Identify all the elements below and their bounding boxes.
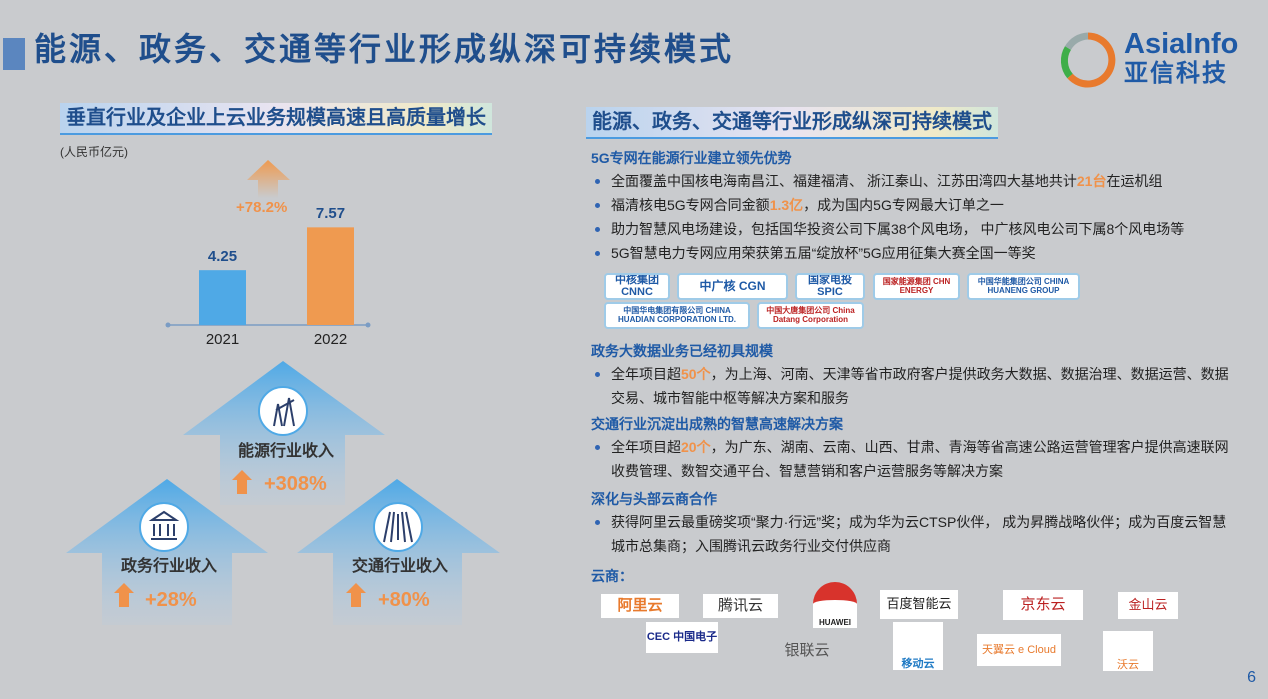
government-up-arrow-icon: [114, 583, 134, 607]
section-heading: 5G专网在能源行业建立领先优势: [591, 150, 792, 166]
logo-baidu-cloud: 百度智能云: [880, 590, 958, 619]
highlight-number: 1.3亿: [769, 197, 804, 213]
power-tower-icon: [258, 386, 308, 436]
logo-tencent-cloud: 腾讯云: [703, 594, 778, 618]
logo-aliyun: 阿里云: [601, 594, 679, 618]
transport-up-arrow-icon: [346, 583, 366, 607]
highlight-number: 21台: [1076, 173, 1107, 189]
bullet-item: 获得阿里云最重磅奖项“聚力·行远”奖；成为华为云CTSP伙伴， 成为昇腾战略伙伴…: [591, 510, 1231, 558]
bullet-text: ，为广东、湖南、云南、山西、甘肃、青海等省高速公路运营管理客户提供高速联网收费管…: [611, 439, 1229, 479]
bullet-text: 全面覆盖中国核电海南昌江、福建福清、 浙江秦山、江苏田湾四大基地共计: [611, 173, 1077, 189]
x-tick-label: 2021: [205, 331, 240, 348]
section-heading: 深化与头部云商合作: [591, 491, 717, 507]
logo-cnnc: 中核集团 CNNC: [604, 273, 670, 300]
government-building-icon: [139, 502, 189, 552]
logo-unionpay-cloud: 银联云: [784, 641, 830, 659]
asiainfo-logo: [1060, 32, 1116, 88]
bullet-item: 全年项目超50个，为上海、河南、天津等省市政府客户提供政务大数据、数据治理、数据…: [591, 362, 1231, 410]
axis-end-dot: [365, 322, 371, 328]
bullet-item: 福清核电5G专网合同金额1.3亿，成为国内5G专网最大订单之一: [591, 193, 1231, 217]
logo-wo-cloud: 沃云: [1103, 631, 1153, 671]
bar-value-label: 7.57: [315, 205, 346, 223]
bullet-text: ，成为国内5G专网最大订单之一: [803, 197, 1004, 213]
bar-chart: [66, 160, 500, 625]
government-revenue-pct: +28%: [145, 589, 197, 611]
bullet-text: 助力智慧风电场建设，包括国华投资公司下属38个风电场， 中广核风电公司下属8个风…: [611, 221, 1185, 237]
section-heading: 交通行业沉淀出成熟的智慧高速解决方案: [591, 416, 843, 432]
energy-revenue-pct: +308%: [264, 473, 327, 495]
title-accent-bar: [3, 38, 25, 70]
highlight-number: 20个: [681, 439, 711, 455]
logo-cec: CEC 中国电子: [646, 622, 718, 653]
growth-label: +78.2%: [236, 199, 288, 216]
logo-jd-cloud: 京东云: [1003, 590, 1083, 620]
logo-huadian: 中国华电集团有限公司 CHINA HUADIAN CORPORATION LTD…: [604, 302, 750, 329]
x-tick-label: 2022: [313, 331, 348, 348]
highway-road-icon: [373, 502, 423, 552]
logo-huaneng: 中国华能集团公司 CHINA HUANENG GROUP: [967, 273, 1080, 300]
section-heading: 政务大数据业务已经初具规模: [591, 343, 773, 359]
bullet-item: 全年项目超20个，为广东、湖南、云南、山西、甘肃、青海等省高速公路运营管理客户提…: [591, 435, 1231, 483]
logo-spic: 国家电投 SPIC: [795, 273, 865, 300]
bullet-item: 全面覆盖中国核电海南昌江、福建福清、 浙江秦山、江苏田湾四大基地共计21台在运机…: [591, 169, 1231, 193]
unit-label: (人民币亿元): [60, 145, 128, 159]
bullet-text: 全年项目超: [611, 439, 681, 455]
page-number: 6: [1247, 668, 1256, 686]
bullet-text: 5G智慧电力专网应用荣获第五届“绽放杯”5G应用征集大赛全国一等奖: [611, 245, 1036, 261]
bar-2021: [199, 270, 246, 325]
energy-revenue-label: 能源行业收入: [238, 443, 335, 460]
transport-revenue-pct: +80%: [378, 589, 430, 611]
highlight-number: 50个: [681, 366, 711, 382]
logo-tianyi-cloud: 天翼云 e Cloud: [977, 634, 1061, 666]
section-cloud: 深化与头部云商合作 获得阿里云最重磅奖项“聚力·行远”奖；成为华为云CTSP伙伴…: [591, 491, 1231, 558]
axis-end-dot: [165, 322, 171, 328]
logo-kingsoft-cloud: 金山云: [1118, 592, 1178, 619]
page-title: 能源、政务、交通等行业形成纵深可持续模式: [34, 31, 735, 67]
energy-up-arrow-icon: [232, 470, 252, 494]
logo-mobile-cloud: 移动云: [893, 622, 943, 670]
transport-arrow: [297, 479, 500, 625]
section-government: 政务大数据业务已经初具规模 全年项目超50个，为上海、河南、天津等省市政府客户提…: [591, 343, 1231, 410]
bullet-text: 获得阿里云最重磅奖项“聚力·行远”奖；成为华为云CTSP伙伴， 成为昇腾战略伙伴…: [611, 514, 1227, 554]
section-energy: 5G专网在能源行业建立领先优势 全面覆盖中国核电海南昌江、福建福清、 浙江秦山、…: [591, 150, 1231, 265]
logo-cgn: 中广核 CGN: [677, 273, 788, 300]
bullet-text: 在运机组: [1106, 173, 1163, 189]
government-arrow: [66, 479, 268, 625]
bullet-text: ，为上海、河南、天津等省市政府客户提供政务大数据、数据治理、数据运营、数据交易、…: [611, 366, 1229, 406]
transport-revenue-label: 交通行业收入: [352, 558, 449, 575]
logo-text-en: AsiaInfo: [1124, 28, 1239, 60]
logo-huawei: HUAWEI: [813, 582, 857, 628]
bar-value-label: 4.25: [207, 248, 238, 266]
growth-arrow: [247, 160, 290, 198]
bar-2022: [307, 227, 354, 325]
logo-datang: 中国大唐集团公司 China Datang Corporation: [757, 302, 864, 329]
bullet-item: 助力智慧风电场建设，包括国华投资公司下属38个风电场， 中广核风电公司下属8个风…: [591, 217, 1231, 241]
bullet-item: 5G智慧电力专网应用荣获第五届“绽放杯”5G应用征集大赛全国一等奖: [591, 241, 1231, 265]
right-subtitle: 能源、政务、交通等行业形成纵深可持续模式: [586, 107, 998, 139]
left-subtitle: 垂直行业及企业上云业务规模高速且高质量增长: [60, 103, 492, 135]
logo-text-cn: 亚信科技: [1124, 60, 1228, 87]
section-transport: 交通行业沉淀出成熟的智慧高速解决方案 全年项目超20个，为广东、湖南、云南、山西…: [591, 416, 1231, 483]
cloud-vendors-label: 云商：: [591, 568, 633, 584]
bullet-text: 福清核电5G专网合同金额: [611, 197, 770, 213]
logo-chn-energy: 国家能源集团 CHN ENERGY: [873, 273, 960, 300]
bullet-text: 全年项目超: [611, 366, 681, 382]
government-revenue-label: 政务行业收入: [121, 558, 218, 575]
